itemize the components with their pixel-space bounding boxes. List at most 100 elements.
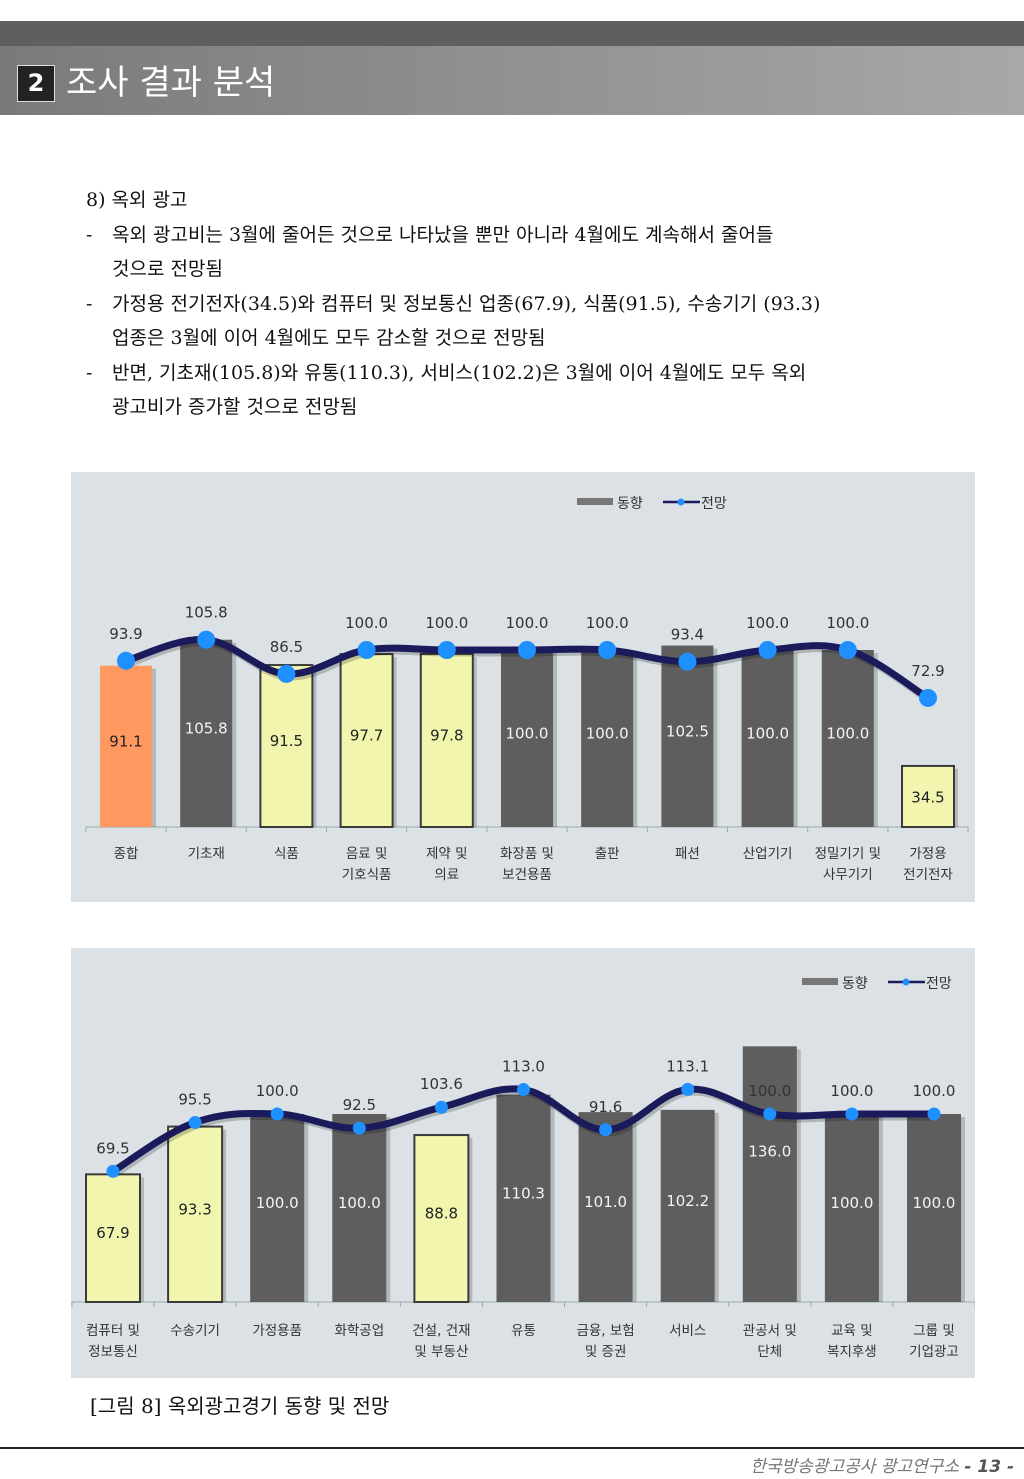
bullet-item: - 옥외 광고비는 3월에 줄어든 것으로 나타났을 뿐만 아니라 4월에도 계… — [86, 218, 986, 287]
forecast-value-label: 113.0 — [502, 1058, 545, 1076]
bar — [824, 1114, 879, 1302]
category-label: 가정용품 — [252, 1323, 302, 1339]
bullet-item: - 반면, 기초재(105.8)와 유통(110.3), 서비스(102.2)은… — [86, 356, 986, 425]
category-label: 보건용품 — [502, 867, 552, 883]
footer-org: 한국방송광고공사 광고연구소 — [750, 1457, 959, 1477]
bullet-dash: - — [86, 292, 93, 315]
forecast-marker — [188, 1115, 202, 1129]
bar-value-label: 93.3 — [178, 1200, 211, 1218]
forecast-value-label: 95.5 — [178, 1090, 211, 1108]
forecast-marker — [927, 1107, 941, 1121]
category-label: 정밀기기 및 — [815, 846, 881, 862]
category-label: 기호식품 — [342, 867, 392, 883]
forecast-value-label: 92.5 — [343, 1096, 376, 1114]
category-label: 복지후생 — [827, 1344, 877, 1360]
chart-1: 91.1 105.8 91.5 97.7 97.8 100.0 100.0 102.5 100.… — [71, 472, 975, 902]
bar — [907, 1114, 961, 1302]
category-label: 식품 — [274, 846, 299, 862]
bar — [821, 650, 874, 827]
bar-value-label: 110.3 — [502, 1184, 545, 1202]
body-text: 8) 옥외 광고 - 옥외 광고비는 3월에 줄어든 것으로 나타났을 뿐만 아… — [86, 183, 986, 425]
category-label: 컴퓨터 및 — [86, 1323, 140, 1339]
forecast-value-label: 100.0 — [506, 614, 549, 632]
bar — [167, 1125, 224, 1303]
forecast-marker — [352, 1121, 366, 1135]
category-label: 및 증권 — [585, 1344, 627, 1360]
bar — [501, 650, 553, 827]
legend-bar-swatch — [802, 978, 838, 985]
forecast-value-label: 91.6 — [589, 1098, 622, 1116]
bar — [332, 1114, 387, 1302]
forecast-value-label: 100.0 — [256, 1082, 299, 1100]
legend-marker-swatch — [677, 498, 685, 506]
subsection-heading: 8) 옥외 광고 — [86, 189, 188, 211]
forecast-marker — [270, 1107, 284, 1121]
chart-2-svg: 67.9 93.3 100.0 100.0 88.8 110.3 101.0 102.2 136… — [71, 976, 976, 1360]
forecast-marker — [919, 688, 937, 707]
forecast-value-label: 100.0 — [913, 1082, 956, 1100]
category-label: 수송기기 — [170, 1323, 220, 1339]
category-label: 금융, 보험 — [576, 1323, 634, 1339]
bar — [741, 650, 794, 827]
bar-value-label: 101.0 — [584, 1193, 627, 1211]
bar-value-label: 97.8 — [430, 726, 463, 744]
forecast-marker — [197, 630, 216, 649]
category-label: 정보통신 — [88, 1344, 138, 1360]
forecast-marker — [357, 641, 376, 659]
bar-value-label: 102.5 — [666, 722, 709, 740]
bullet-line: 것으로 전망됨 — [112, 258, 223, 280]
forecast-marker — [681, 1082, 695, 1096]
forecast-marker — [845, 1107, 859, 1121]
bar — [250, 1114, 305, 1302]
bar — [742, 1046, 797, 1302]
forecast-value-label: 69.5 — [96, 1139, 129, 1157]
forecast-marker — [434, 1100, 448, 1114]
bullet-line: 옥외 광고비는 3월에 줄어든 것으로 나타났을 뿐만 아니라 4월에도 계속해… — [112, 223, 774, 246]
bar — [85, 1173, 141, 1304]
forecast-value-label: 93.4 — [671, 626, 704, 644]
bar — [901, 764, 955, 828]
forecast-marker — [678, 652, 697, 671]
category-label: 그룹 및 — [913, 1323, 955, 1339]
category-label: 화학공업 — [334, 1323, 384, 1339]
category-label: 및 부동산 — [414, 1344, 468, 1360]
category-label: 기업광고 — [909, 1344, 959, 1360]
forecast-marker — [763, 1107, 777, 1121]
bar-value-label: 88.8 — [425, 1205, 458, 1223]
category-label: 가정용 — [909, 846, 946, 862]
forecast-value-label: 113.1 — [666, 1057, 709, 1075]
bar-value-label: 100.0 — [256, 1194, 299, 1212]
forecast-marker — [437, 641, 456, 659]
page-number: - 13 - — [964, 1457, 1014, 1477]
bar — [180, 639, 233, 827]
forecast-value-label: 93.9 — [109, 625, 142, 643]
bar — [661, 645, 714, 827]
bullet-line: 가정용 전기전자(34.5)와 컴퓨터 및 정보통신 업종(67.9), 식품(… — [112, 292, 821, 315]
bar — [413, 1134, 470, 1303]
bar — [100, 665, 152, 827]
bar-value-label: 105.8 — [185, 719, 228, 737]
bar-value-label: 100.0 — [746, 725, 789, 743]
bar-value-label: 97.7 — [350, 727, 383, 745]
forecast-marker — [277, 664, 296, 683]
bullet-dash: - — [86, 361, 93, 384]
bullet-line: 업종은 3월에 이어 4월에도 모두 감소할 것으로 전망됨 — [112, 327, 546, 349]
bullet-line: 반면, 기초재(105.8)와 유통(110.3), 서비스(102.2)은 3… — [112, 361, 807, 384]
forecast-value-label: 100.0 — [345, 614, 388, 632]
forecast-marker — [117, 651, 135, 670]
category-label: 서비스 — [669, 1323, 706, 1339]
category-label: 의료 — [434, 867, 459, 883]
bullet-item: - 가정용 전기전자(34.5)와 컴퓨터 및 정보통신 업종(67.9), 식… — [86, 287, 986, 356]
category-label: 음료 및 — [346, 846, 388, 862]
footer: 한국방송광고공사 광고연구소 - 13 - — [750, 1452, 1014, 1477]
forecast-value-label: 100.0 — [586, 614, 629, 632]
header-bar — [0, 21, 1024, 46]
bar-value-label: 91.1 — [109, 732, 142, 750]
legend-label-trend: 동향 — [617, 496, 643, 512]
bar — [339, 653, 394, 828]
forecast-value-label: 103.6 — [420, 1075, 463, 1093]
bar — [578, 1112, 633, 1302]
category-label: 종합 — [114, 846, 139, 862]
bar-value-label: 100.0 — [506, 725, 549, 743]
category-label: 건설, 건재 — [412, 1323, 470, 1339]
